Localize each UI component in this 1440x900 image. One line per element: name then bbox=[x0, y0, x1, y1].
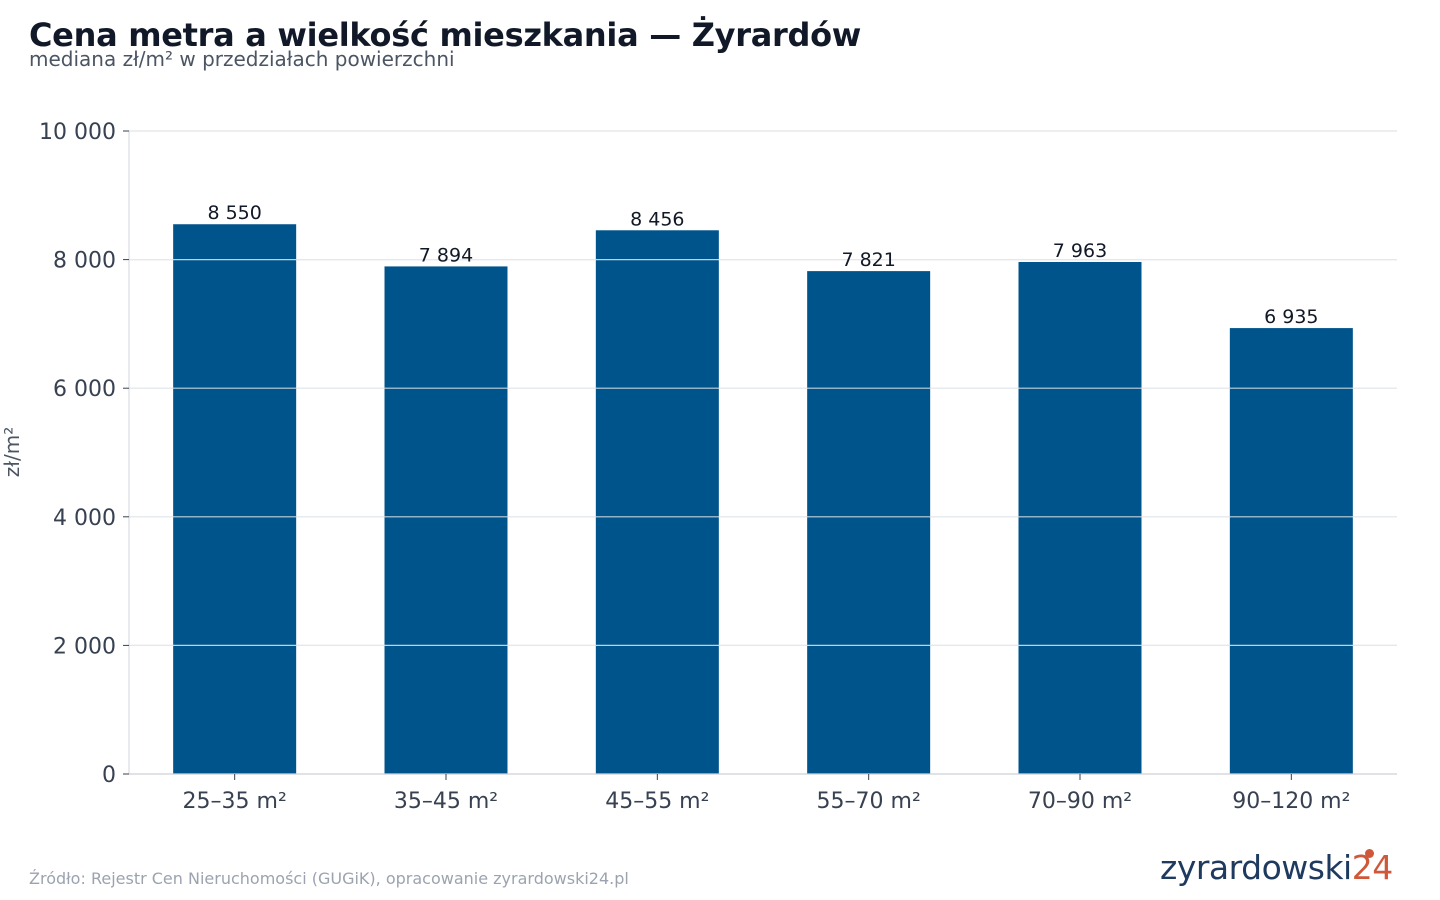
y-tick-label: 4 000 bbox=[53, 506, 116, 531]
y-axis-label: zł/m² bbox=[0, 427, 24, 477]
y-tick-label: 0 bbox=[102, 763, 116, 788]
x-tick-label: 90–120 m² bbox=[1232, 789, 1350, 814]
bar-value-label: 7 963 bbox=[1053, 240, 1107, 262]
bar-4[interactable] bbox=[807, 271, 931, 774]
bar-value-label: 8 456 bbox=[630, 208, 684, 230]
y-tick-label: 10 000 bbox=[39, 120, 116, 145]
bar-value-label: 8 550 bbox=[207, 202, 261, 224]
bar-value-label: 6 935 bbox=[1264, 306, 1318, 328]
bar-6[interactable] bbox=[1229, 328, 1353, 774]
x-tick-label: 70–90 m² bbox=[1028, 789, 1132, 814]
grid-lines bbox=[129, 130, 1397, 775]
bar-value-label: 7 821 bbox=[841, 249, 895, 271]
bar-2[interactable] bbox=[384, 266, 508, 774]
logo-dot-icon bbox=[1365, 849, 1374, 858]
labels: 0 2 000 4 000 6 000 8 000 10 000 25–35 m² 8 550… bbox=[39, 120, 1350, 814]
y-tick-label: 6 000 bbox=[53, 377, 116, 402]
y-tick-label: 2 000 bbox=[53, 634, 116, 659]
x-tick-label: 45–55 m² bbox=[605, 789, 709, 814]
chart-title: Cena metra a wielkość mieszkania — Żyrar… bbox=[29, 16, 862, 54]
x-tick-label: 35–45 m² bbox=[394, 789, 498, 814]
bars bbox=[129, 130, 1397, 775]
source-note: Źródło: Rejestr Cen Nieruchomości (GUGiK… bbox=[29, 869, 629, 888]
axes bbox=[123, 130, 1397, 780]
bar-value-label: 7 894 bbox=[419, 244, 473, 266]
brand-logo[interactable]: zyrardowski24 bbox=[1160, 848, 1393, 892]
x-tick-label: 25–35 m² bbox=[183, 789, 287, 814]
bar-5[interactable] bbox=[1018, 261, 1142, 774]
chart-subtitle: mediana zł/m² w przedziałach powierzchni bbox=[29, 47, 455, 71]
bar-1[interactable] bbox=[173, 224, 297, 775]
y-tick-label: 8 000 bbox=[53, 249, 116, 274]
x-tick-label: 55–70 m² bbox=[817, 789, 921, 814]
bar-3[interactable] bbox=[595, 230, 719, 775]
logo-text: zyrardowski bbox=[1160, 848, 1352, 887]
